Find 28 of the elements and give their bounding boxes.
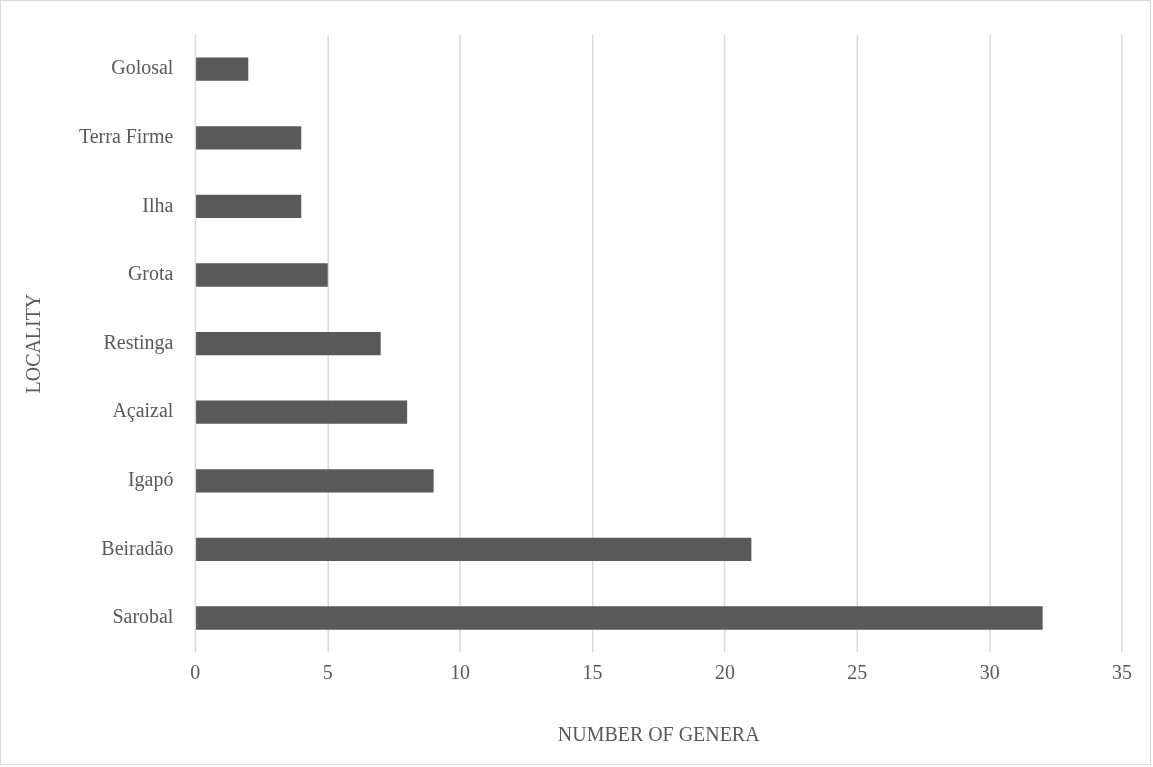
y-tick-label: Açaizal xyxy=(112,399,174,423)
bar xyxy=(196,331,381,356)
x-axis-title: NUMBER OF GENERA xyxy=(557,723,761,746)
y-tick-label: Ilha xyxy=(142,193,174,216)
bar xyxy=(196,57,249,81)
bar xyxy=(196,537,752,562)
y-tick-label: Grota xyxy=(127,262,174,285)
bar xyxy=(196,469,434,493)
y-tick-label: Sarobal xyxy=(112,605,174,628)
bar xyxy=(196,263,328,287)
bar xyxy=(196,194,302,219)
y-axis-title: LOCALITY xyxy=(22,293,45,394)
bar xyxy=(196,606,1043,630)
y-tick-label: Restinga xyxy=(103,330,174,354)
bar xyxy=(196,400,408,424)
x-tick-label: 25 xyxy=(847,661,868,684)
x-tick-label: 0 xyxy=(190,661,201,684)
bar xyxy=(196,126,302,150)
y-tick-label: Terra Firme xyxy=(78,125,174,148)
x-tick-label: 5 xyxy=(322,661,333,684)
x-tick-label: 10 xyxy=(450,661,471,684)
x-tick-label: 15 xyxy=(582,661,603,684)
x-tick-label: 35 xyxy=(1112,661,1133,684)
x-tick-label: 20 xyxy=(714,661,735,684)
y-tick-label: Golosal xyxy=(111,56,174,79)
y-tick-label: Beiradão xyxy=(101,536,174,559)
x-tick-label: 30 xyxy=(979,661,1000,684)
y-tick-label: Igapó xyxy=(127,468,174,492)
